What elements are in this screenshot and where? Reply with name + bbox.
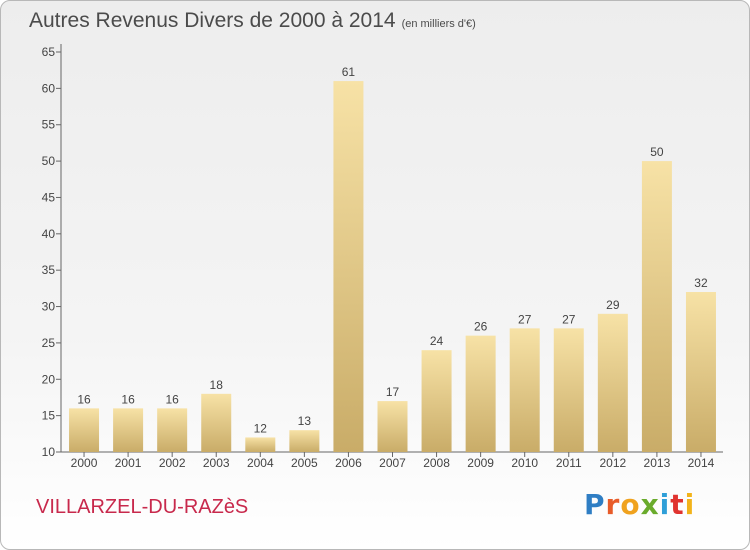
bar-2012 — [597, 313, 628, 452]
bar-2007 — [377, 401, 408, 452]
data-label: 27 — [518, 312, 532, 326]
y-tick-label: 10 — [42, 445, 56, 459]
x-tick-label: 2008 — [423, 456, 450, 470]
x-tick-label: 2004 — [247, 456, 274, 470]
y-tick-label: 20 — [42, 372, 56, 386]
y-tick-label: 25 — [42, 336, 56, 350]
x-tick-label: 2009 — [467, 456, 494, 470]
data-label: 18 — [210, 378, 224, 392]
y-tick-label: 15 — [42, 409, 56, 423]
x-tick-label: 2002 — [159, 456, 186, 470]
x-tick-label: 2003 — [203, 456, 230, 470]
data-label: 13 — [298, 414, 312, 428]
y-tick-label: 50 — [42, 154, 56, 168]
data-label: 16 — [77, 392, 91, 406]
data-label: 50 — [650, 145, 664, 159]
data-label: 16 — [121, 392, 135, 406]
x-tick-label: 2001 — [115, 456, 142, 470]
y-tick-label: 55 — [42, 118, 56, 132]
data-label: 26 — [474, 320, 488, 334]
chart-title: Autres Revenus Divers de 2000 à 2014 (en … — [29, 9, 476, 33]
x-tick-label: 2000 — [71, 456, 98, 470]
y-tick-label: 60 — [42, 81, 56, 95]
bar-2011 — [553, 328, 584, 452]
bar-2004 — [245, 437, 276, 452]
bar-2009 — [465, 335, 496, 452]
bar-2014 — [685, 292, 716, 452]
bar-2000 — [69, 408, 100, 452]
y-tick-label: 45 — [42, 190, 56, 204]
bar-2003 — [201, 393, 232, 452]
y-tick-label: 40 — [42, 227, 56, 241]
x-tick-label: 2007 — [379, 456, 406, 470]
data-label: 12 — [254, 421, 268, 435]
bar-2010 — [509, 328, 540, 452]
y-tick-label: 30 — [42, 300, 56, 314]
chart-subtitle: (en milliers d'€) — [401, 18, 476, 30]
town-name: VILLARZEL-DU-RAZèS — [36, 496, 249, 518]
x-tick-label: 2005 — [291, 456, 318, 470]
bar-2013 — [641, 161, 672, 452]
x-tick-label: 2014 — [688, 456, 715, 470]
y-tick-label: 65 — [42, 45, 56, 59]
bar-2006 — [333, 81, 364, 452]
proxiti-logo: Proxiti — [584, 488, 696, 521]
x-tick-label: 2012 — [599, 456, 626, 470]
data-label: 32 — [694, 276, 708, 290]
data-label: 24 — [430, 334, 444, 348]
data-label: 29 — [606, 298, 620, 312]
bar-2002 — [157, 408, 188, 452]
x-tick-label: 2006 — [335, 456, 362, 470]
bar-2008 — [421, 350, 452, 452]
data-label: 61 — [342, 65, 356, 79]
x-tick-label: 2011 — [556, 456, 582, 470]
x-tick-label: 2010 — [511, 456, 538, 470]
x-tick-label: 2013 — [644, 456, 671, 470]
y-tick-label: 35 — [42, 263, 56, 277]
data-label: 17 — [386, 385, 400, 399]
chart-title-text: Autres Revenus Divers de 2000 à 2014 — [29, 9, 396, 32]
data-label: 27 — [562, 312, 576, 326]
data-label: 16 — [165, 392, 179, 406]
bar-2001 — [113, 408, 144, 452]
bar-2005 — [289, 430, 320, 452]
